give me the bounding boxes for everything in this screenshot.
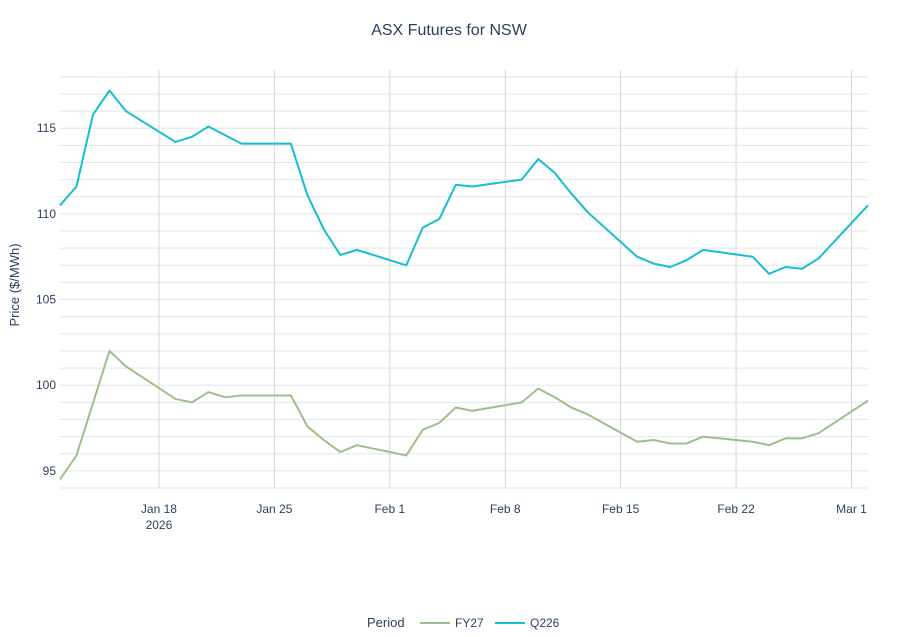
legend-label: Q226: [530, 616, 560, 630]
series-line-q226: [59, 89, 869, 275]
series-line-fy27: [59, 349, 869, 480]
grid-lines: [60, 70, 868, 489]
x-tick-label: Feb 8: [490, 502, 521, 516]
y-tick-label: 115: [37, 121, 56, 135]
chart-title: ASX Futures for NSW: [371, 22, 527, 39]
legend-item-q226: Q226: [495, 616, 560, 630]
x-tick-label: Mar 1: [836, 502, 867, 516]
legend-item-fy27: FY27: [420, 616, 484, 630]
legend-label: FY27: [455, 616, 484, 630]
x-axis-ticks: Jan 18 2026 Jan 25 Feb 1 Feb 8 Feb 15 Feb 22 Ma…: [141, 502, 867, 532]
x-tick-year-label: 2026: [146, 518, 173, 532]
y-axis-ticks: 95 100 105 110 115: [36, 121, 56, 478]
x-tick-label: Jan 18: [141, 502, 177, 516]
y-tick-label: 105: [36, 293, 56, 307]
legend-title: Period: [367, 615, 405, 630]
legend: Period FY27 Q226: [367, 615, 560, 630]
series-lines: [59, 89, 869, 480]
y-axis-title: Price ($/MWh): [7, 243, 22, 326]
legend-items: FY27 Q226: [420, 616, 560, 630]
x-tick-label: Jan 25: [256, 502, 292, 516]
y-tick-label: 95: [43, 464, 57, 478]
y-tick-label: 100: [36, 378, 56, 392]
x-tick-label: Feb 1: [374, 502, 405, 516]
x-tick-label: Feb 22: [717, 502, 755, 516]
x-tick-label: Feb 15: [602, 502, 640, 516]
y-tick-label: 110: [37, 207, 56, 221]
